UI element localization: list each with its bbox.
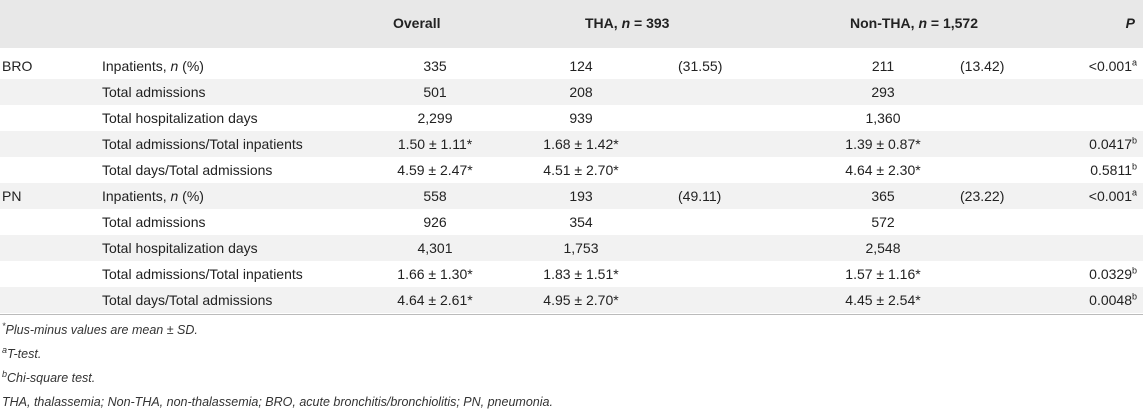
row-label: Total hospitalization days — [102, 110, 258, 126]
table-row: Total admissions 926 354 572 — [0, 209, 1143, 235]
cell-tha: 354 — [569, 214, 593, 230]
row-label: Inpatients, n (%) — [102, 58, 204, 74]
cell-non-tha: 4.45 ± 2.54* — [845, 292, 921, 308]
cell-tha: 193 — [569, 188, 593, 204]
cell-overall: 4.64 ± 2.61* — [397, 292, 473, 308]
table-row: Total admissions 501 208 293 — [0, 79, 1143, 105]
cell-overall: 1.50 ± 1.11* — [397, 136, 473, 152]
cell-tha: 1.68 ± 1.42* — [543, 136, 619, 152]
cell-tha-percent: (49.11) — [678, 188, 722, 204]
cell-p-value: 0.0417b — [1089, 135, 1137, 152]
cell-p-value: 0.5811b — [1090, 161, 1137, 178]
cell-overall: 1.66 ± 1.30* — [397, 266, 473, 282]
table-row: Total admissions/Total inpatients 1.50 ± … — [0, 131, 1143, 157]
footnote: bChi-square test. — [2, 368, 96, 385]
table-header: Overall THA, n = 393 Non-THA, n = 1,572 … — [0, 0, 1143, 48]
cell-overall: 4,301 — [417, 240, 453, 256]
cell-p-value: <0.001a — [1088, 187, 1137, 204]
table-row: Total days/Total admissions 4.59 ± 2.47* 4… — [0, 157, 1143, 183]
row-label: Total admissions/Total inpatients — [102, 266, 303, 282]
header-non-tha: Non-THA, n = 1,572 — [850, 15, 978, 31]
cell-tha: 208 — [569, 84, 593, 100]
cell-tha-percent: (31.55) — [678, 58, 723, 74]
table-row: BRO Inpatients, n (%) 335 124 (31.55) 211 (13.… — [0, 53, 1143, 79]
footnote: THA, thalassemia; Non-THA, non-thalassem… — [2, 395, 553, 409]
cell-tha: 124 — [569, 58, 593, 74]
cell-overall: 335 — [423, 58, 447, 74]
table-row: Total hospitalization days 2,299 939 1,360 — [0, 105, 1143, 131]
footnote: aT-test. — [2, 344, 42, 361]
cell-non-tha-percent: (23.22) — [960, 188, 1005, 204]
cell-p-value: 0.0048b — [1089, 291, 1137, 308]
table-row: PN Inpatients, n (%) 558 193 (49.11) 365 (23.2… — [0, 183, 1143, 209]
cell-tha: 1.83 ± 1.51* — [543, 266, 619, 282]
cell-non-tha: 4.64 ± 2.30* — [845, 162, 921, 178]
cell-overall: 926 — [423, 214, 447, 230]
cell-overall: 2,299 — [417, 110, 453, 126]
row-group: BRO — [2, 58, 33, 74]
cell-tha: 4.51 ± 2.70* — [543, 162, 619, 178]
cell-overall: 501 — [423, 84, 447, 100]
table-row: Total admissions/Total inpatients 1.66 ± … — [0, 261, 1143, 287]
row-label: Total days/Total admissions — [102, 162, 273, 178]
cell-non-tha: 293 — [871, 84, 895, 100]
row-label: Total admissions — [102, 84, 206, 100]
row-label: Total admissions/Total inpatients — [102, 136, 303, 152]
row-label: Total days/Total admissions — [102, 292, 273, 308]
cell-non-tha: 1.57 ± 1.16* — [845, 266, 921, 282]
table-row: Total days/Total admissions 4.64 ± 2.61* 4… — [0, 287, 1143, 313]
row-label: Inpatients, n (%) — [102, 188, 204, 204]
header-p: P — [1125, 15, 1135, 31]
header-tha: THA, n = 393 — [585, 15, 670, 31]
cell-non-tha: 572 — [871, 214, 895, 230]
row-label: Total admissions — [102, 214, 206, 230]
cell-overall: 4.59 ± 2.47* — [397, 162, 473, 178]
cell-non-tha: 365 — [871, 188, 895, 204]
cell-tha: 4.95 ± 2.70* — [543, 292, 619, 308]
cell-non-tha: 2,548 — [865, 240, 901, 256]
cell-tha: 1,753 — [563, 240, 599, 256]
cell-overall: 558 — [423, 188, 447, 204]
cell-p-value: <0.001a — [1088, 57, 1137, 74]
table-row: Total hospitalization days 4,301 1,753 2,54… — [0, 235, 1143, 261]
table-bottom-rule — [0, 314, 1143, 315]
cell-p-value: 0.0329b — [1089, 265, 1137, 282]
row-label: Total hospitalization days — [102, 240, 258, 256]
footnote: *Plus-minus values are mean ± SD. — [2, 320, 198, 337]
row-group: PN — [2, 188, 22, 204]
cell-non-tha: 1.39 ± 0.87* — [845, 136, 921, 152]
cell-tha: 939 — [569, 110, 593, 126]
cell-non-tha: 1,360 — [865, 110, 901, 126]
cell-non-tha: 211 — [871, 58, 895, 74]
cell-non-tha-percent: (13.42) — [960, 58, 1005, 74]
header-overall: Overall — [393, 15, 441, 31]
